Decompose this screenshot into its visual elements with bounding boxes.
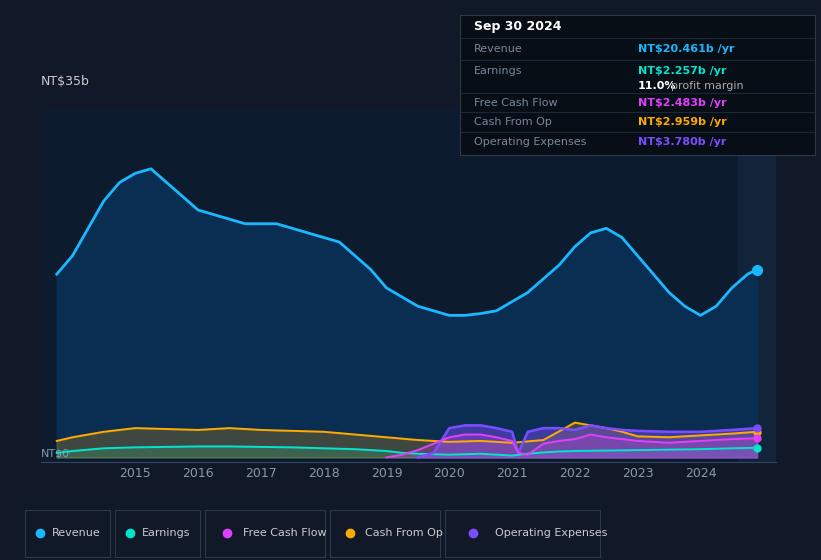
Text: NT$3.780b /yr: NT$3.780b /yr [637, 137, 726, 147]
Text: NT$35b: NT$35b [41, 75, 90, 88]
Text: Revenue: Revenue [475, 44, 523, 54]
Text: Operating Expenses: Operating Expenses [494, 529, 607, 538]
Text: Free Cash Flow: Free Cash Flow [243, 529, 327, 538]
Text: Sep 30 2024: Sep 30 2024 [475, 20, 562, 32]
Text: profit margin: profit margin [672, 81, 744, 91]
Text: 11.0%: 11.0% [637, 81, 676, 91]
Bar [738, 109, 776, 462]
Text: Cash From Op: Cash From Op [475, 117, 552, 127]
Text: Free Cash Flow: Free Cash Flow [475, 97, 557, 108]
Text: Earnings: Earnings [475, 66, 523, 76]
Text: NT$0: NT$0 [41, 449, 70, 459]
Text: NT$2.257b /yr: NT$2.257b /yr [637, 66, 726, 76]
Text: NT$2.483b /yr: NT$2.483b /yr [637, 97, 726, 108]
Text: NT$2.959b /yr: NT$2.959b /yr [637, 117, 727, 127]
Text: Earnings: Earnings [142, 529, 190, 538]
Text: Operating Expenses: Operating Expenses [475, 137, 586, 147]
Text: Revenue: Revenue [53, 529, 101, 538]
Text: NT$20.461b /yr: NT$20.461b /yr [637, 44, 734, 54]
Text: Cash From Op: Cash From Op [365, 529, 443, 538]
